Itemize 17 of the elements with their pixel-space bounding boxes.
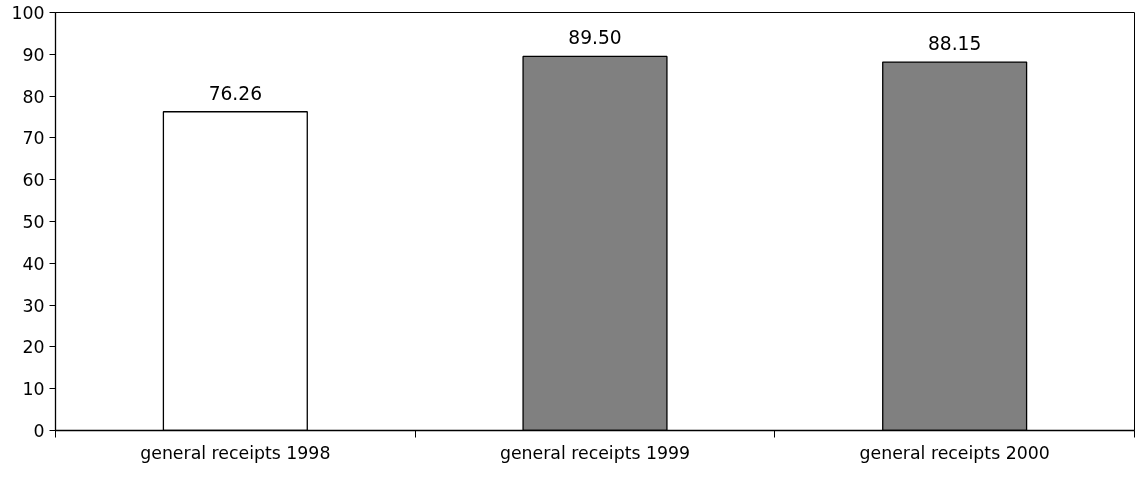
data-label: 88.15 [927, 33, 982, 55]
y-tick-label: 70 [22, 128, 45, 149]
y-tick-label: 20 [22, 337, 45, 358]
data-label: 89.50 [568, 27, 622, 49]
x-tick-label: general receipts 2000 [859, 442, 1050, 463]
y-tick-label: 0 [33, 421, 45, 441]
y-tick-label: 40 [22, 253, 45, 274]
y-tick-label: 60 [22, 170, 45, 191]
y-tick-label: 100 [11, 3, 45, 23]
x-tick-label: general receipts 1998 [140, 442, 331, 463]
y-tick-label: 50 [22, 212, 45, 232]
y-tick-label: 30 [22, 295, 45, 316]
y-tick-label: 10 [22, 379, 45, 400]
y-tick-label: 90 [22, 44, 45, 65]
x-tick-label: general receipts 1999 [499, 442, 691, 463]
y-tick-label: 80 [22, 86, 45, 107]
data-label: 76.26 [208, 82, 263, 104]
